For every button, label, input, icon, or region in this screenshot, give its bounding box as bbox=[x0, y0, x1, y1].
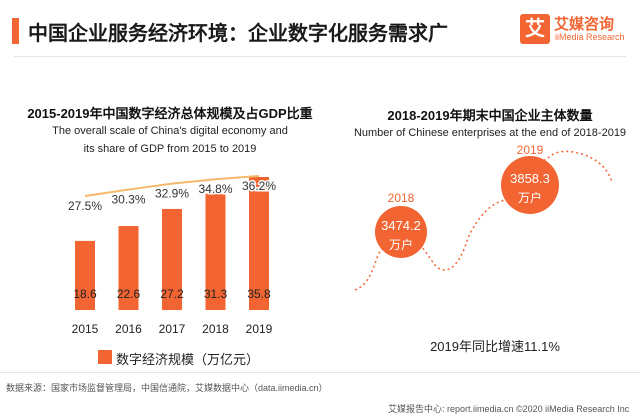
enterprise-value-label: 3858.3 bbox=[510, 171, 550, 186]
left-chart-subtitle-1: The overall scale of China's digital eco… bbox=[52, 125, 288, 137]
right-chart-title: 2018-2019年期末中国企业主体数量 bbox=[387, 108, 593, 123]
enterprise-circle-2018 bbox=[375, 206, 427, 258]
title-accent-bar bbox=[12, 18, 19, 44]
gdp-share-label: 27.5% bbox=[68, 199, 102, 213]
gdp-share-label: 34.8% bbox=[198, 182, 232, 196]
bar-2017 bbox=[162, 208, 182, 310]
gdp-share-label: 30.3% bbox=[111, 193, 145, 207]
left-chart-subtitle-2: its share of GDP from 2015 to 2019 bbox=[83, 143, 257, 155]
gdp-share-label: 32.9% bbox=[155, 187, 189, 201]
x-tick-label: 2016 bbox=[115, 322, 142, 336]
bar-2018 bbox=[205, 193, 226, 310]
enterprise-unit-label: 万户 bbox=[518, 190, 542, 205]
year-label: 2018 bbox=[388, 191, 415, 205]
right-chart-subtitle: Number of Chinese enterprises at the end… bbox=[353, 127, 627, 139]
footer-copyright: 艾媒报告中心: report.iimedia.cn ©2020 iiMedia … bbox=[388, 404, 630, 414]
bar-value-label: 18.6 bbox=[73, 287, 97, 301]
footer-source: 数据来源：国家市场监督管理局，中国信通院，艾媒数据中心（data.iimedia… bbox=[6, 383, 328, 393]
bar-2016 bbox=[118, 226, 139, 310]
brand-logo-icon: 艾 bbox=[520, 14, 550, 44]
bar-value-label: 31.3 bbox=[204, 287, 228, 301]
bar-value-label: 22.6 bbox=[117, 287, 141, 301]
gdp-share-label: 36.2% bbox=[242, 179, 276, 193]
brand-name-en: iiMedia Research bbox=[555, 32, 625, 42]
left-chart-title: 2015-2019年中国数字经济总体规模及占GDP比重 bbox=[27, 106, 313, 121]
enterprise-unit-label: 万户 bbox=[389, 237, 413, 252]
growth-rate-text: 2019年同比增速11.1% bbox=[430, 339, 560, 354]
page-title: 中国企业服务经济环境：企业数字化服务需求广 bbox=[28, 23, 448, 45]
x-tick-label: 2019 bbox=[246, 322, 273, 336]
footer-divider bbox=[0, 372, 640, 373]
year-label: 2019 bbox=[517, 143, 544, 157]
x-tick-label: 2018 bbox=[202, 322, 229, 336]
brand-name-cn: 艾媒咨询 bbox=[554, 16, 615, 33]
bar-value-label: 27.2 bbox=[160, 287, 184, 301]
gdp-share-line bbox=[84, 175, 260, 197]
legend-label: 数字经济规模（万亿元） bbox=[116, 352, 260, 367]
enterprise-circle-2019 bbox=[501, 156, 559, 214]
bar-value-label: 35.8 bbox=[247, 287, 271, 301]
legend-swatch bbox=[98, 350, 112, 364]
trend-curve bbox=[354, 150, 613, 291]
bar-2015 bbox=[75, 240, 95, 310]
x-tick-label: 2017 bbox=[159, 322, 186, 336]
bar-2019 bbox=[249, 177, 269, 310]
enterprise-value-label: 3474.2 bbox=[381, 218, 421, 233]
x-tick-label: 2015 bbox=[72, 322, 99, 336]
header-divider bbox=[14, 56, 626, 57]
